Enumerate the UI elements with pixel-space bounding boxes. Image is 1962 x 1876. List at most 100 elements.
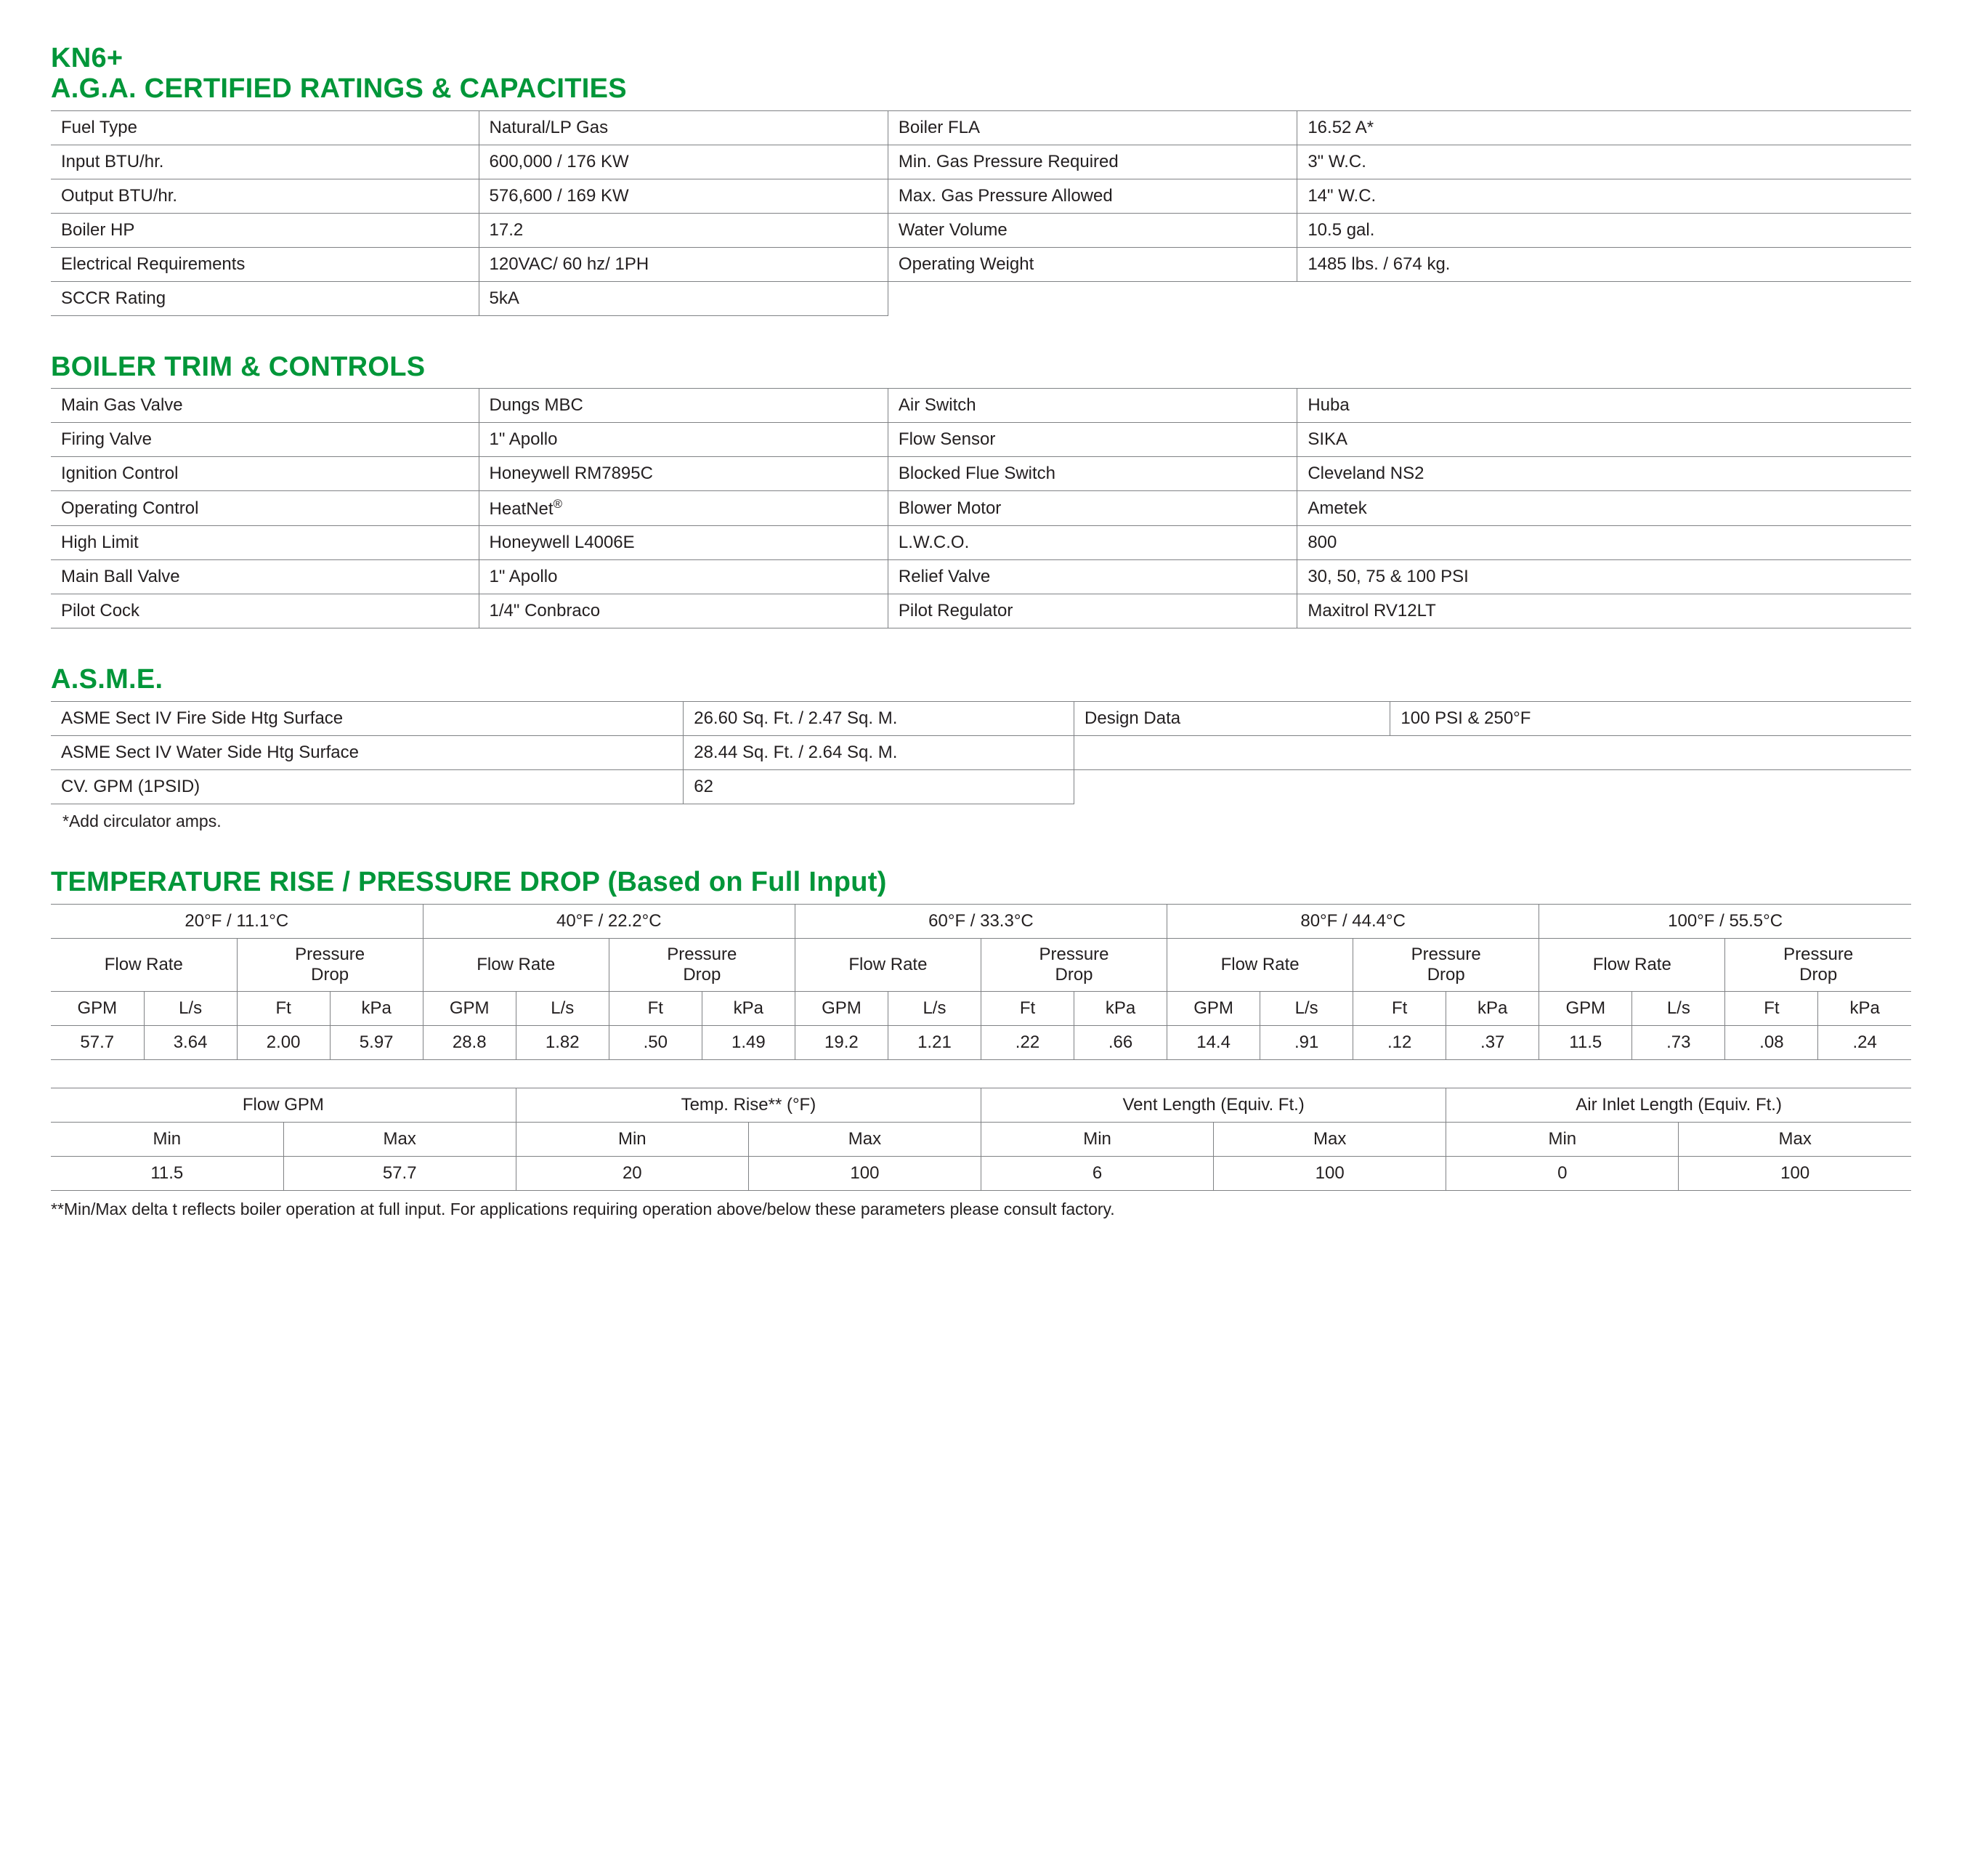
spec-cell: Output BTU/hr. (51, 179, 479, 213)
temp-data-cell: 5.97 (330, 1025, 423, 1059)
temp-unit-header: kPa (1446, 991, 1539, 1025)
temp-unit-header: kPa (1074, 991, 1167, 1025)
temp-unit-header: kPa (702, 991, 795, 1025)
spec-cell: 10.5 gal. (1297, 213, 1911, 247)
spec-cell: Natural/LP Gas (479, 110, 888, 145)
spec-cell: Firing Valve (51, 423, 479, 457)
spec-cell: ASME Sect IV Fire Side Htg Surface (51, 702, 684, 736)
range-sub-header: Min (1446, 1122, 1679, 1156)
temp-sub-header: Flow Rate (1539, 938, 1725, 991)
spec-cell: 1485 lbs. / 674 kg. (1297, 247, 1911, 281)
temp-unit-header: GPM (1539, 991, 1632, 1025)
temp-data-cell: .37 (1446, 1025, 1539, 1059)
spec-cell: High Limit (51, 526, 479, 560)
spec-cell: SCCR Rating (51, 281, 479, 315)
spec-cell: Water Volume (888, 213, 1297, 247)
temp-data-cell: 1.82 (516, 1025, 609, 1059)
spec-cell: Ametek (1297, 491, 1911, 526)
temp-unit-header: Ft (237, 991, 330, 1025)
temp-unit-header: GPM (51, 991, 144, 1025)
temp-data-cell: .66 (1074, 1025, 1167, 1059)
temp-group-header: 20°F / 11.1°C (51, 904, 423, 938)
temp-group-header: 80°F / 44.4°C (1167, 904, 1539, 938)
temp-unit-header: kPa (1818, 991, 1911, 1025)
spec-cell (888, 281, 1297, 315)
spec-cell: Honeywell L4006E (479, 526, 888, 560)
temp-data-cell: 57.7 (51, 1025, 144, 1059)
temp-group-header: 100°F / 55.5°C (1539, 904, 1911, 938)
range-data-cell: 0 (1446, 1156, 1679, 1190)
spec-cell: Flow Sensor (888, 423, 1297, 457)
temp-unit-header: L/s (144, 991, 237, 1025)
spec-cell: Main Gas Valve (51, 389, 479, 423)
ratings-title: A.G.A. CERTIFIED RATINGS & CAPACITIES (51, 74, 1911, 105)
range-data-cell: 20 (516, 1156, 748, 1190)
spec-cell: Maxitrol RV12LT (1297, 594, 1911, 628)
temp-sub-header: Flow Rate (795, 938, 981, 991)
range-sub-header: Min (51, 1122, 283, 1156)
temp-unit-header: Ft (1725, 991, 1818, 1025)
temp-data-cell: .73 (1632, 1025, 1725, 1059)
temp-sub-header: PressureDrop (1725, 938, 1911, 991)
temp-unit-header: L/s (1632, 991, 1725, 1025)
spec-cell (1297, 281, 1911, 315)
range-data-cell: 57.7 (283, 1156, 516, 1190)
spec-cell: 1" Apollo (479, 423, 888, 457)
temprise-title: TEMPERATURE RISE / PRESSURE DROP (Based … (51, 868, 1911, 898)
temp-group-header: 60°F / 33.3°C (795, 904, 1167, 938)
spec-cell: Boiler FLA (888, 110, 1297, 145)
temp-data-cell: .50 (609, 1025, 702, 1059)
temp-unit-header: GPM (795, 991, 888, 1025)
trim-title: BOILER TRIM & CONTROLS (51, 352, 1911, 383)
range-sub-header: Min (516, 1122, 748, 1156)
spec-cell: 800 (1297, 526, 1911, 560)
asme-title: A.S.M.E. (51, 665, 1911, 695)
temp-unit-header: Ft (981, 991, 1074, 1025)
spec-cell: Fuel Type (51, 110, 479, 145)
temp-sub-header: PressureDrop (237, 938, 423, 991)
temp-data-cell: 19.2 (795, 1025, 888, 1059)
temp-unit-header: GPM (423, 991, 516, 1025)
temp-unit-header: L/s (888, 991, 981, 1025)
temp-unit-header: GPM (1167, 991, 1260, 1025)
spec-cell: Honeywell RM7895C (479, 457, 888, 491)
spec-cell (1390, 770, 1911, 804)
spec-cell: Input BTU/hr. (51, 145, 479, 179)
range-sub-header: Max (1214, 1122, 1446, 1156)
spec-cell: 26.60 Sq. Ft. / 2.47 Sq. M. (684, 702, 1074, 736)
temp-data-cell: 14.4 (1167, 1025, 1260, 1059)
spec-cell: Pilot Regulator (888, 594, 1297, 628)
range-data-cell: 100 (748, 1156, 981, 1190)
spec-cell: Relief Valve (888, 560, 1297, 594)
range-data-cell: 100 (1214, 1156, 1446, 1190)
temp-data-cell: 1.49 (702, 1025, 795, 1059)
spec-cell: Blower Motor (888, 491, 1297, 526)
temp-sub-header: PressureDrop (609, 938, 795, 991)
temp-data-cell: .24 (1818, 1025, 1911, 1059)
range-sub-header: Min (981, 1122, 1214, 1156)
temp-data-cell: 2.00 (237, 1025, 330, 1059)
temp-sub-header: PressureDrop (981, 938, 1167, 991)
spec-cell: Ignition Control (51, 457, 479, 491)
spec-cell: 600,000 / 176 KW (479, 145, 888, 179)
spec-cell (1074, 770, 1390, 804)
spec-cell: 16.52 A* (1297, 110, 1911, 145)
spec-cell: SIKA (1297, 423, 1911, 457)
temp-sub-header: PressureDrop (1353, 938, 1539, 991)
temp-unit-header: kPa (330, 991, 423, 1025)
range-data-cell: 100 (1679, 1156, 1911, 1190)
range-header: Temp. Rise** (°F) (516, 1088, 981, 1122)
spec-cell: Pilot Cock (51, 594, 479, 628)
temp-data-cell: .08 (1725, 1025, 1818, 1059)
spec-cell: Operating Weight (888, 247, 1297, 281)
temp-unit-header: Ft (609, 991, 702, 1025)
range-sub-header: Max (748, 1122, 981, 1156)
spec-cell: Dungs MBC (479, 389, 888, 423)
spec-cell: Max. Gas Pressure Allowed (888, 179, 1297, 213)
spec-cell: 14" W.C. (1297, 179, 1911, 213)
range-header: Vent Length (Equiv. Ft.) (981, 1088, 1446, 1122)
range-header: Flow GPM (51, 1088, 516, 1122)
ranges-footnote: **Min/Max delta t reflects boiler operat… (51, 1200, 1911, 1219)
ratings-table: Fuel TypeNatural/LP GasBoiler FLA16.52 A… (51, 110, 1911, 316)
asme-footnote: *Add circulator amps. (62, 812, 1911, 831)
